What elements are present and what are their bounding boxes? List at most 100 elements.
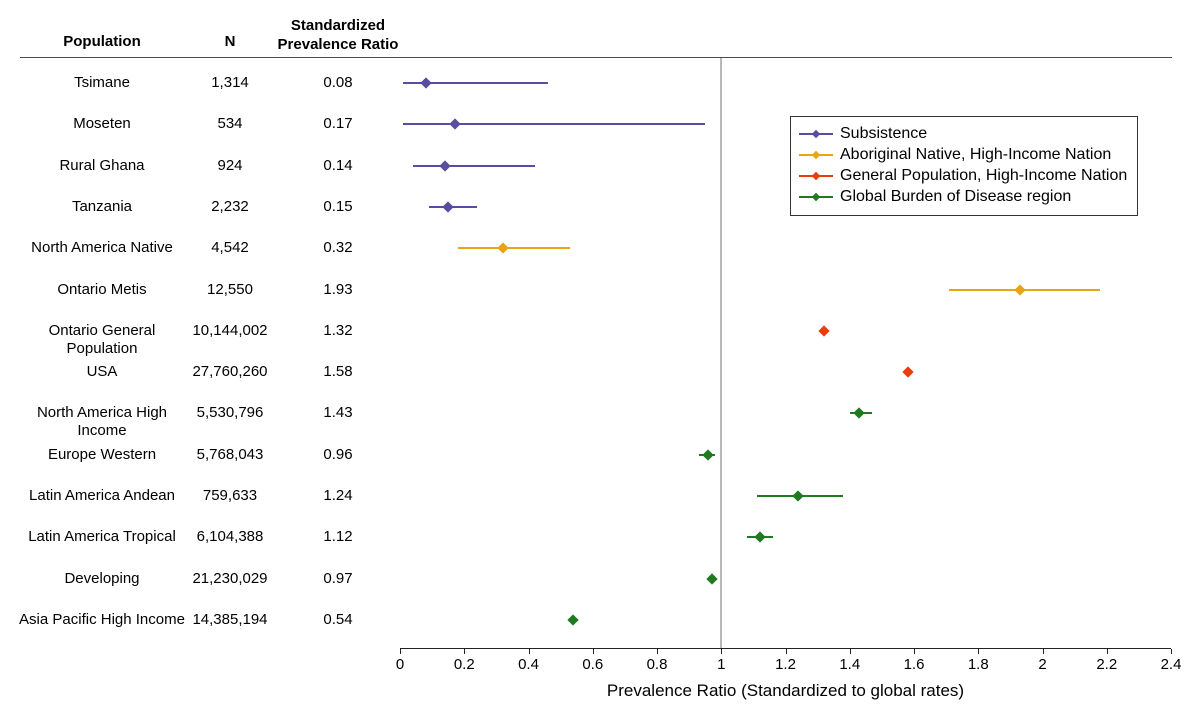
n-value: 10,144,002 [192,321,268,339]
legend-label: Aboriginal Native, High-Income Nation [840,145,1112,163]
n-value: 12,550 [207,280,253,298]
x-axis-tick-label: 1.2 [775,656,796,673]
legend-diamond-icon [811,129,821,138]
point-estimate-diamond [705,573,718,585]
population-label: Ontario General Population [48,321,156,357]
legend-marker [799,148,833,162]
confidence-interval-line [403,123,706,126]
point-estimate-diamond [901,366,914,378]
x-axis-tick [978,649,980,654]
population-label: Rural Ghana [59,156,145,174]
n-value: 924 [217,156,243,174]
x-axis-tick-label: 1.6 [903,656,925,673]
spr-value: 0.32 [323,239,353,257]
spr-value: 1.58 [323,363,353,381]
n-value: 759,633 [202,487,258,505]
x-axis-tick-label: 0.4 [518,656,539,673]
n-value: 14,385,194 [192,611,268,629]
x-axis-tick [528,649,530,654]
x-axis-tick-label: 2.2 [1096,656,1118,673]
x-axis-tick-label: 0 [395,656,405,673]
x-axis-tick-label: 2.4 [1160,656,1182,673]
legend-label: General Population, High-Income Nation [840,166,1128,184]
legend-entry: Aboriginal Native, High-Income Nation [799,144,1129,165]
x-axis-tick [657,649,658,654]
header-divider-line [20,57,1172,58]
spr-value: 0.96 [323,445,353,463]
reference-line-at-1 [720,58,722,648]
x-axis-tick-label: 1.8 [967,656,989,673]
x-axis-title: Prevalence Ratio (Standardized to global… [606,681,965,700]
population-label: Moseten [73,115,131,133]
column-header-spr-line1: Standardized [290,17,386,34]
population-label: North America Native [31,239,173,257]
point-estimate-diamond [497,242,509,254]
spr-value: 0.15 [323,197,353,215]
point-estimate-diamond [442,201,454,213]
legend-marker [799,190,833,204]
population-label: North America High Income [36,404,168,440]
point-estimate-diamond [448,118,461,130]
population-label: Europe Western [47,445,157,463]
x-axis-tick [914,649,915,654]
legend-label: Subsistence [840,124,928,142]
n-value: 27,760,260 [192,363,268,381]
confidence-interval-line [412,164,535,167]
spr-value: 0.17 [323,115,353,133]
x-axis-tick-label: 0.6 [582,656,604,673]
legend-diamond-icon [811,171,821,180]
point-estimate-diamond [1014,283,1026,296]
legend-box: Subsistence Aboriginal Native, High-Incom… [790,116,1138,216]
population-label: Ontario Metis [57,280,147,298]
n-value: 534 [217,115,243,133]
spr-value: 1.43 [323,404,353,422]
x-axis-tick-label: 1.4 [839,656,861,673]
x-axis-tick [1171,649,1172,654]
population-label: Latin America Andean [29,487,175,505]
x-axis-tick-label: 0.2 [453,656,475,673]
column-header-standardized-prevalence-ratio: Standardized Prevalence Ratio [268,16,408,54]
spr-value: 1.93 [323,280,353,298]
point-estimate-diamond [853,407,866,420]
legend-entry: Subsistence [799,123,1129,144]
x-axis-tick-label: 1 [717,656,726,673]
x-axis-tick [721,649,723,654]
x-axis-tick [1106,649,1108,654]
legend-entry: Global Burden of Disease region [799,186,1129,207]
x-axis-line [400,648,1171,649]
x-axis-tick [592,649,594,654]
x-axis-tick [1042,649,1044,654]
n-value: 21,230,029 [192,569,268,587]
spr-value: 0.97 [323,569,353,587]
legend-marker [799,127,833,141]
population-label: Developing [64,569,140,587]
x-axis-tick [464,649,466,654]
point-estimate-diamond [702,449,715,461]
confidence-interval-line [403,82,548,84]
legend-diamond-icon [811,150,821,159]
spr-value: 1.24 [323,487,353,505]
point-estimate-diamond [420,77,432,89]
x-axis-tick [849,649,851,654]
n-value: 4,542 [211,239,249,257]
population-label: Asia Pacific High Income [19,611,185,629]
point-estimate-diamond [567,614,580,626]
population-label: Latin America Tropical [28,528,176,546]
x-axis-tick [785,649,787,654]
n-value: 1,314 [211,74,249,91]
n-value: 5,768,043 [196,445,264,463]
spr-value: 0.54 [323,611,353,629]
n-value: 5,530,796 [196,404,264,422]
legend-entry: General Population, High-Income Nation [799,165,1129,186]
population-label: Tanzania [71,197,133,215]
confidence-interval-line [457,247,571,250]
n-value: 6,104,388 [196,528,264,546]
point-estimate-diamond [792,490,805,502]
spr-value: 1.32 [323,321,353,339]
legend-diamond-icon [811,192,821,201]
population-label: USA [86,363,118,381]
n-value: 2,232 [211,197,249,215]
column-header-n: N [224,33,236,50]
population-label: Tsimane [74,74,130,91]
